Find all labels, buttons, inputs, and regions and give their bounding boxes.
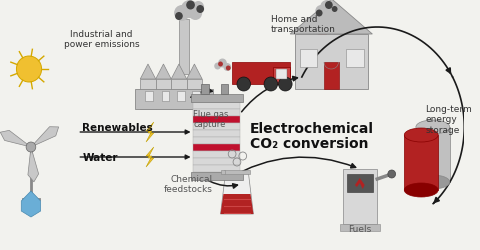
Bar — [201, 85, 209, 94]
Bar — [347, 174, 373, 192]
Polygon shape — [146, 148, 154, 167]
Polygon shape — [220, 194, 253, 214]
Bar — [340, 224, 380, 231]
Bar — [300, 50, 317, 68]
Circle shape — [237, 78, 251, 92]
Bar — [162, 92, 169, 102]
Text: CO₂ conversion: CO₂ conversion — [250, 136, 368, 150]
Polygon shape — [28, 148, 38, 182]
Circle shape — [192, 2, 204, 14]
Circle shape — [196, 6, 204, 14]
Circle shape — [189, 7, 202, 21]
Circle shape — [226, 66, 231, 71]
Bar — [404, 136, 438, 190]
Polygon shape — [156, 65, 171, 80]
Bar — [193, 144, 240, 152]
Bar — [193, 138, 240, 144]
Bar — [220, 170, 225, 174]
Circle shape — [320, 1, 334, 15]
Bar — [232, 63, 290, 85]
Text: Industrial and
power emissions: Industrial and power emissions — [64, 30, 139, 49]
Polygon shape — [171, 65, 187, 80]
Circle shape — [175, 13, 183, 21]
Circle shape — [214, 63, 221, 70]
Ellipse shape — [404, 128, 438, 142]
Bar — [177, 92, 185, 102]
Text: Home and
transportation: Home and transportation — [271, 15, 336, 34]
Bar — [193, 110, 240, 116]
Circle shape — [388, 170, 396, 178]
Polygon shape — [21, 191, 41, 217]
Bar — [187, 80, 202, 110]
Polygon shape — [187, 65, 202, 80]
Polygon shape — [290, 0, 372, 35]
Bar — [324, 63, 338, 90]
Circle shape — [315, 6, 327, 18]
Polygon shape — [146, 122, 154, 142]
Bar — [171, 80, 187, 110]
Bar — [276, 70, 287, 80]
Bar — [135, 90, 213, 110]
Bar — [343, 169, 377, 224]
Bar — [179, 20, 189, 75]
Polygon shape — [220, 174, 253, 214]
Bar — [346, 50, 364, 68]
Text: Chemical
feedstocks: Chemical feedstocks — [164, 174, 213, 194]
Circle shape — [181, 1, 198, 19]
Polygon shape — [140, 65, 156, 80]
Text: Flue gas
capture: Flue gas capture — [193, 110, 229, 129]
Bar — [145, 92, 153, 102]
Bar — [193, 124, 240, 130]
Bar — [416, 128, 450, 182]
Bar — [191, 94, 243, 102]
Circle shape — [278, 78, 292, 92]
Bar — [193, 116, 240, 123]
Text: Water: Water — [82, 152, 118, 162]
Circle shape — [316, 10, 323, 18]
Bar — [193, 165, 240, 172]
Circle shape — [16, 57, 42, 83]
Circle shape — [325, 2, 333, 10]
Circle shape — [223, 64, 231, 72]
Bar — [273, 68, 290, 85]
Circle shape — [186, 2, 195, 11]
Circle shape — [26, 142, 36, 152]
Circle shape — [332, 7, 337, 13]
Circle shape — [218, 62, 223, 67]
Polygon shape — [31, 127, 59, 148]
Circle shape — [264, 78, 277, 92]
Polygon shape — [0, 131, 31, 148]
Bar — [193, 158, 240, 165]
Text: Renewables: Renewables — [82, 122, 153, 132]
Bar — [295, 35, 368, 90]
Ellipse shape — [416, 175, 450, 189]
Polygon shape — [355, 178, 365, 189]
Circle shape — [174, 6, 190, 22]
Ellipse shape — [404, 183, 438, 197]
Bar — [193, 102, 240, 110]
Bar — [220, 85, 228, 94]
Bar — [224, 170, 250, 174]
Text: Long-term
energy
storage: Long-term energy storage — [426, 104, 472, 134]
Text: Fuels: Fuels — [348, 224, 372, 233]
Bar — [156, 80, 171, 110]
Bar — [193, 152, 240, 158]
Bar — [191, 172, 243, 180]
Circle shape — [218, 59, 227, 68]
Text: Electrochemical: Electrochemical — [250, 122, 373, 136]
Bar — [192, 92, 200, 102]
Circle shape — [327, 6, 336, 16]
Bar — [318, 18, 326, 40]
Ellipse shape — [416, 120, 450, 134]
Bar — [193, 130, 240, 138]
Bar — [140, 80, 156, 110]
